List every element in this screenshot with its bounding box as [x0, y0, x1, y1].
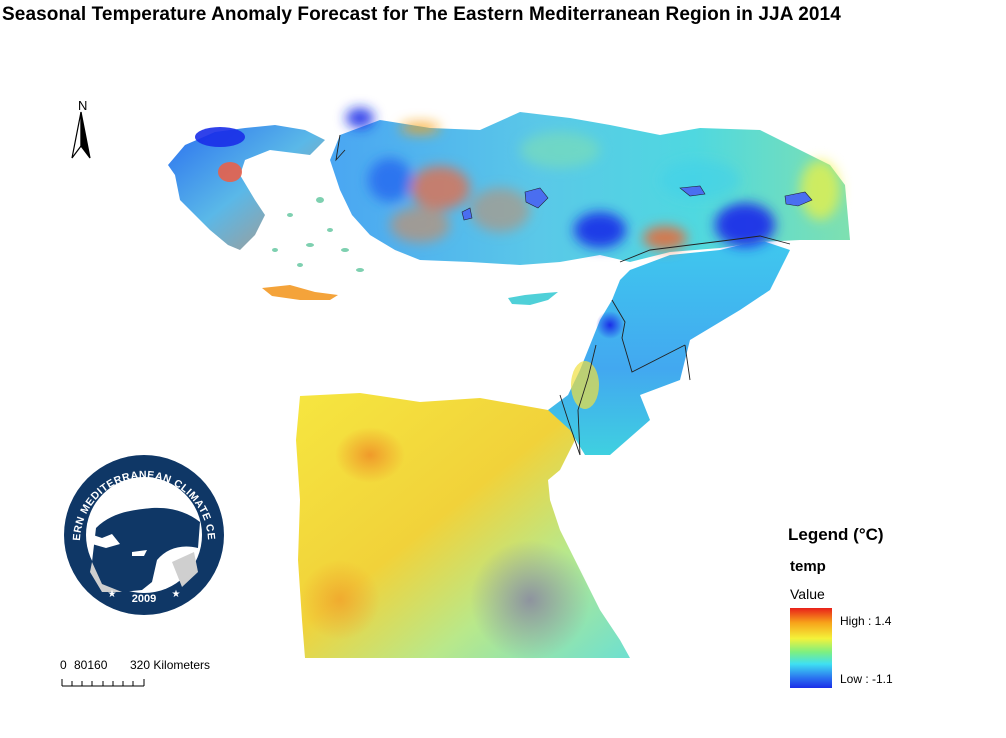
legend-high-label: High : 1.4	[840, 614, 892, 628]
emcc-logo: 2009 ★ ★ EASTERN MEDITERRANEAN CLIMATE C…	[62, 452, 224, 615]
scale-label-1: 80160	[74, 658, 108, 672]
svg-text:★: ★	[172, 589, 181, 600]
legend-title: Legend (°C)	[788, 525, 884, 544]
scale-label-0: 0	[60, 658, 67, 672]
svg-text:★: ★	[108, 589, 117, 600]
north-arrow-icon	[71, 111, 91, 159]
map-title: Seasonal Temperature Anomaly Forecast fo…	[2, 4, 841, 25]
scale-label-2: 320 Kilometers	[130, 658, 211, 672]
legend-low-label: Low : -1.1	[840, 672, 893, 686]
legend-layer-name: temp	[790, 558, 826, 575]
scale-bar	[61, 679, 145, 687]
legend-field-name: Value	[790, 586, 825, 602]
logo-year: 2009	[132, 593, 156, 605]
legend-color-ramp	[790, 608, 832, 688]
greece-region	[168, 125, 325, 250]
north-arrow-label: N	[78, 98, 88, 113]
cyprus-island	[508, 292, 558, 305]
country-borders	[335, 134, 791, 456]
aegean-islands	[272, 197, 364, 272]
crete-island	[262, 285, 338, 300]
levant-region	[548, 240, 790, 455]
lakes	[461, 185, 813, 221]
